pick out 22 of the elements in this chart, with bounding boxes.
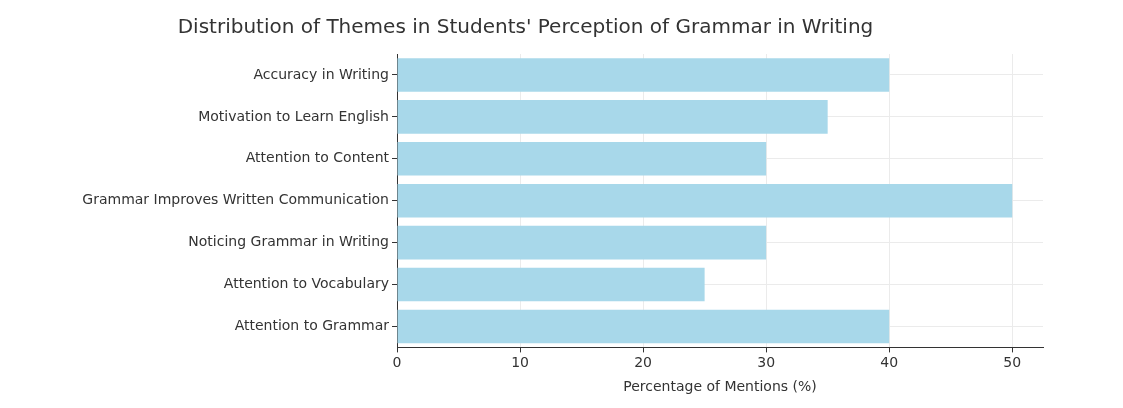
y-tick-label: Attention to Grammar (234, 317, 390, 334)
y-tick-label: Motivation to Learn English (198, 107, 389, 124)
x-tick-label: 30 (757, 354, 776, 371)
y-tick-label: Grammar Improves Written Communication (82, 191, 389, 208)
y-tick-label: Attention to Content (245, 149, 390, 166)
x-tick-label: 10 (511, 354, 529, 371)
bar (397, 309, 890, 344)
bar (397, 225, 767, 260)
x-tick-label: 40 (880, 354, 899, 371)
y-tick-label: Attention to Vocabulary (223, 275, 389, 292)
bar (397, 100, 828, 134)
bar (397, 142, 767, 176)
bar (397, 267, 705, 302)
bar (397, 183, 1013, 218)
x-axis-title: Percentage of Mentions (%) (623, 378, 817, 395)
y-tick-label: Accuracy in Writing (253, 65, 389, 82)
x-tick-label: 50 (1003, 354, 1022, 371)
x-tick-label: 0 (392, 354, 402, 371)
bar (397, 58, 890, 92)
x-tick-label: 20 (634, 354, 653, 371)
chart-title: Distribution of Themes in Students' Perception of Grammar in Writing (177, 14, 874, 39)
y-tick-label: Noticing Grammar in Writing (188, 233, 389, 250)
